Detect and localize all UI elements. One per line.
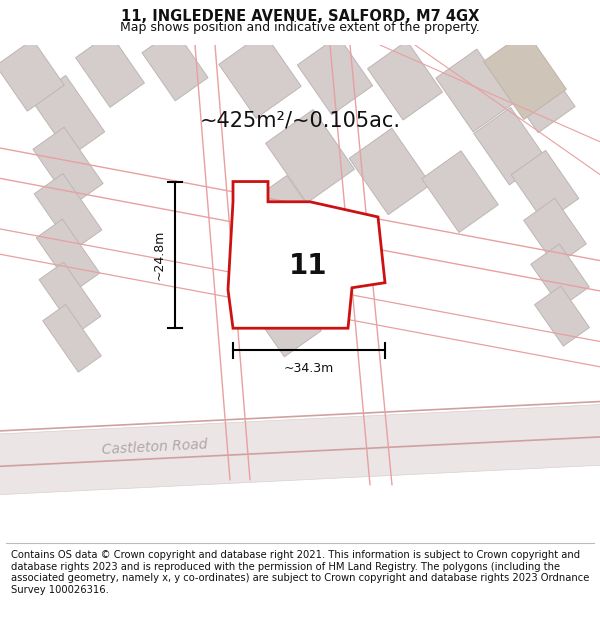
Polygon shape: [511, 151, 579, 223]
Text: Map shows position and indicative extent of the property.: Map shows position and indicative extent…: [120, 21, 480, 34]
Text: Castleton Road: Castleton Road: [102, 438, 208, 458]
Polygon shape: [142, 29, 208, 101]
Polygon shape: [524, 198, 586, 266]
Polygon shape: [505, 59, 575, 132]
Polygon shape: [266, 109, 355, 203]
Polygon shape: [0, 404, 600, 495]
Polygon shape: [0, 39, 64, 111]
Polygon shape: [535, 286, 589, 346]
Polygon shape: [474, 107, 546, 185]
Polygon shape: [484, 31, 566, 119]
Polygon shape: [31, 76, 105, 156]
Text: ~34.3m: ~34.3m: [284, 362, 334, 375]
Polygon shape: [33, 127, 103, 206]
Polygon shape: [298, 36, 373, 115]
Polygon shape: [36, 219, 100, 292]
Polygon shape: [228, 181, 385, 328]
Text: ~425m²/~0.105ac.: ~425m²/~0.105ac.: [199, 111, 401, 131]
Polygon shape: [246, 176, 324, 258]
Text: ~24.8m: ~24.8m: [152, 230, 166, 280]
Polygon shape: [531, 244, 589, 308]
Text: 11: 11: [289, 251, 327, 279]
Polygon shape: [34, 174, 102, 250]
Polygon shape: [368, 41, 442, 120]
Polygon shape: [422, 151, 499, 232]
Polygon shape: [249, 279, 321, 357]
Polygon shape: [43, 304, 101, 372]
Polygon shape: [39, 262, 101, 334]
Text: Contains OS data © Crown copyright and database right 2021. This information is : Contains OS data © Crown copyright and d…: [11, 550, 589, 595]
Polygon shape: [349, 128, 431, 215]
Text: 11, INGLEDENE AVENUE, SALFORD, M7 4GX: 11, INGLEDENE AVENUE, SALFORD, M7 4GX: [121, 9, 479, 24]
Polygon shape: [436, 49, 514, 132]
Polygon shape: [219, 32, 301, 118]
Polygon shape: [76, 33, 145, 108]
